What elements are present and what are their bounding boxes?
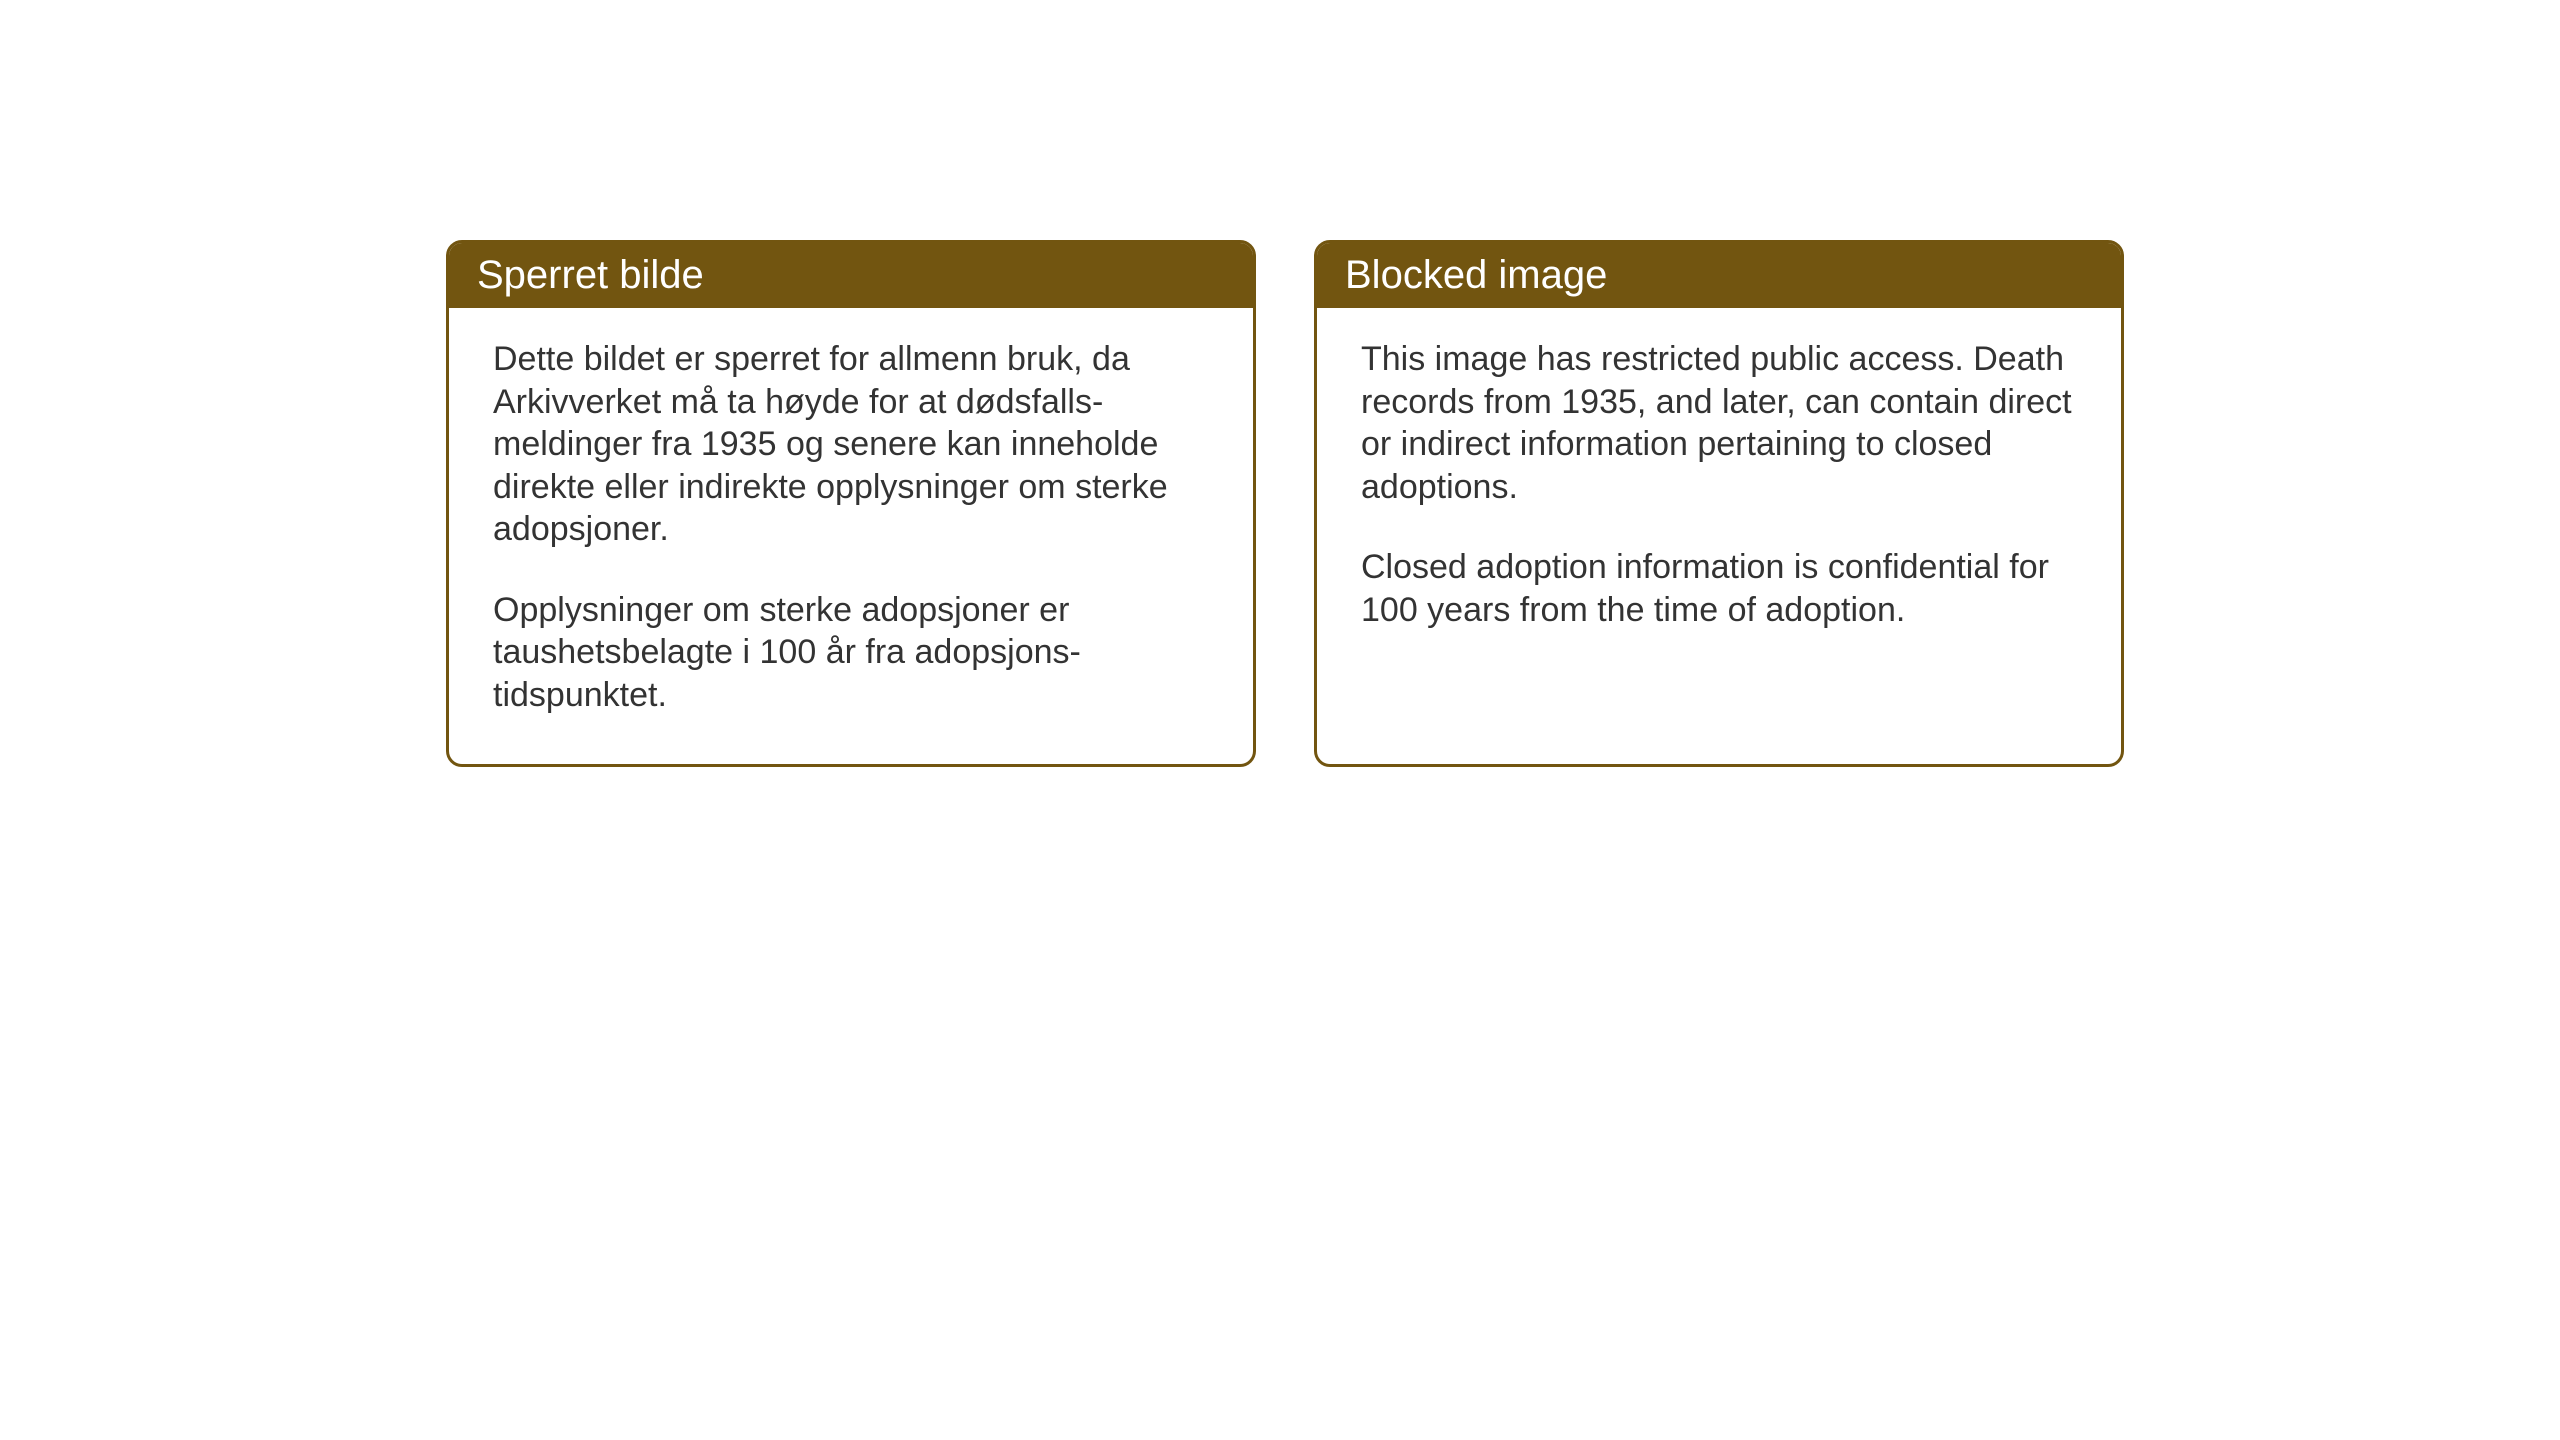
notice-paragraph: This image has restricted public access.… xyxy=(1361,338,2077,508)
notice-title-english: Blocked image xyxy=(1317,243,2121,308)
notice-title-norwegian: Sperret bilde xyxy=(449,243,1253,308)
notice-paragraph: Opplysninger om sterke adopsjoner er tau… xyxy=(493,589,1209,717)
notice-body-norwegian: Dette bildet er sperret for allmenn bruk… xyxy=(449,308,1253,764)
notice-paragraph: Dette bildet er sperret for allmenn bruk… xyxy=(493,338,1209,551)
notice-card-english: Blocked image This image has restricted … xyxy=(1314,240,2124,767)
notice-body-english: This image has restricted public access.… xyxy=(1317,308,2121,721)
notice-paragraph: Closed adoption information is confident… xyxy=(1361,546,2077,631)
notice-container: Sperret bilde Dette bildet er sperret fo… xyxy=(446,240,2124,767)
notice-card-norwegian: Sperret bilde Dette bildet er sperret fo… xyxy=(446,240,1256,767)
